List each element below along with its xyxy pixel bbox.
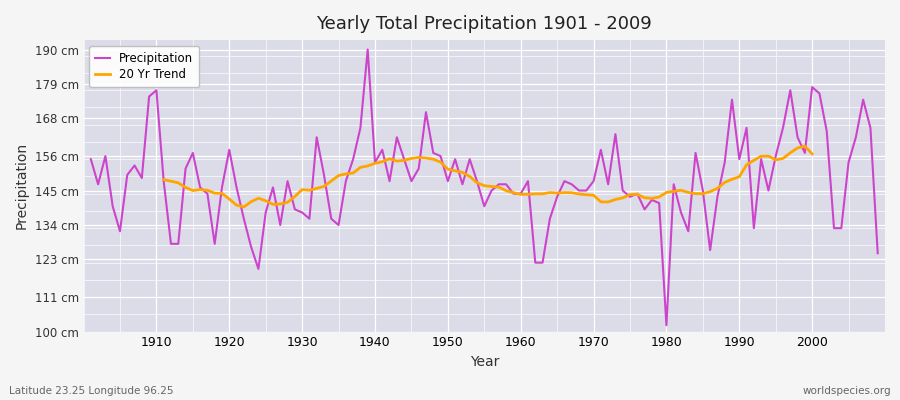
Precipitation — [304, 216, 315, 221]
20 Yr Trend — [158, 177, 169, 182]
Title: Yearly Total Precipitation 1901 - 2009: Yearly Total Precipitation 1901 - 2009 — [317, 15, 652, 33]
20 Yr Trend — [363, 164, 374, 168]
20 Yr Trend — [238, 205, 249, 210]
20 Yr Trend — [253, 196, 264, 201]
Precipitation — [661, 323, 671, 328]
Text: worldspecies.org: worldspecies.org — [803, 386, 891, 396]
X-axis label: Year: Year — [470, 355, 499, 369]
Precipitation — [86, 157, 96, 162]
20 Yr Trend — [719, 180, 730, 185]
Precipitation — [363, 47, 374, 52]
Legend: Precipitation, 20 Yr Trend: Precipitation, 20 Yr Trend — [89, 46, 199, 87]
Precipitation — [516, 191, 526, 196]
20 Yr Trend — [705, 189, 716, 194]
Text: Latitude 23.25 Longitude 96.25: Latitude 23.25 Longitude 96.25 — [9, 386, 174, 396]
Precipitation — [347, 157, 358, 162]
20 Yr Trend — [785, 150, 796, 155]
Precipitation — [610, 132, 621, 136]
20 Yr Trend — [806, 152, 817, 156]
20 Yr Trend — [799, 144, 810, 149]
Line: Precipitation: Precipitation — [91, 50, 878, 325]
Line: 20 Yr Trend: 20 Yr Trend — [164, 146, 812, 207]
Precipitation — [872, 251, 883, 256]
20 Yr Trend — [617, 196, 628, 200]
Precipitation — [144, 94, 155, 99]
Y-axis label: Precipitation: Precipitation — [15, 142, 29, 230]
Precipitation — [523, 179, 534, 184]
